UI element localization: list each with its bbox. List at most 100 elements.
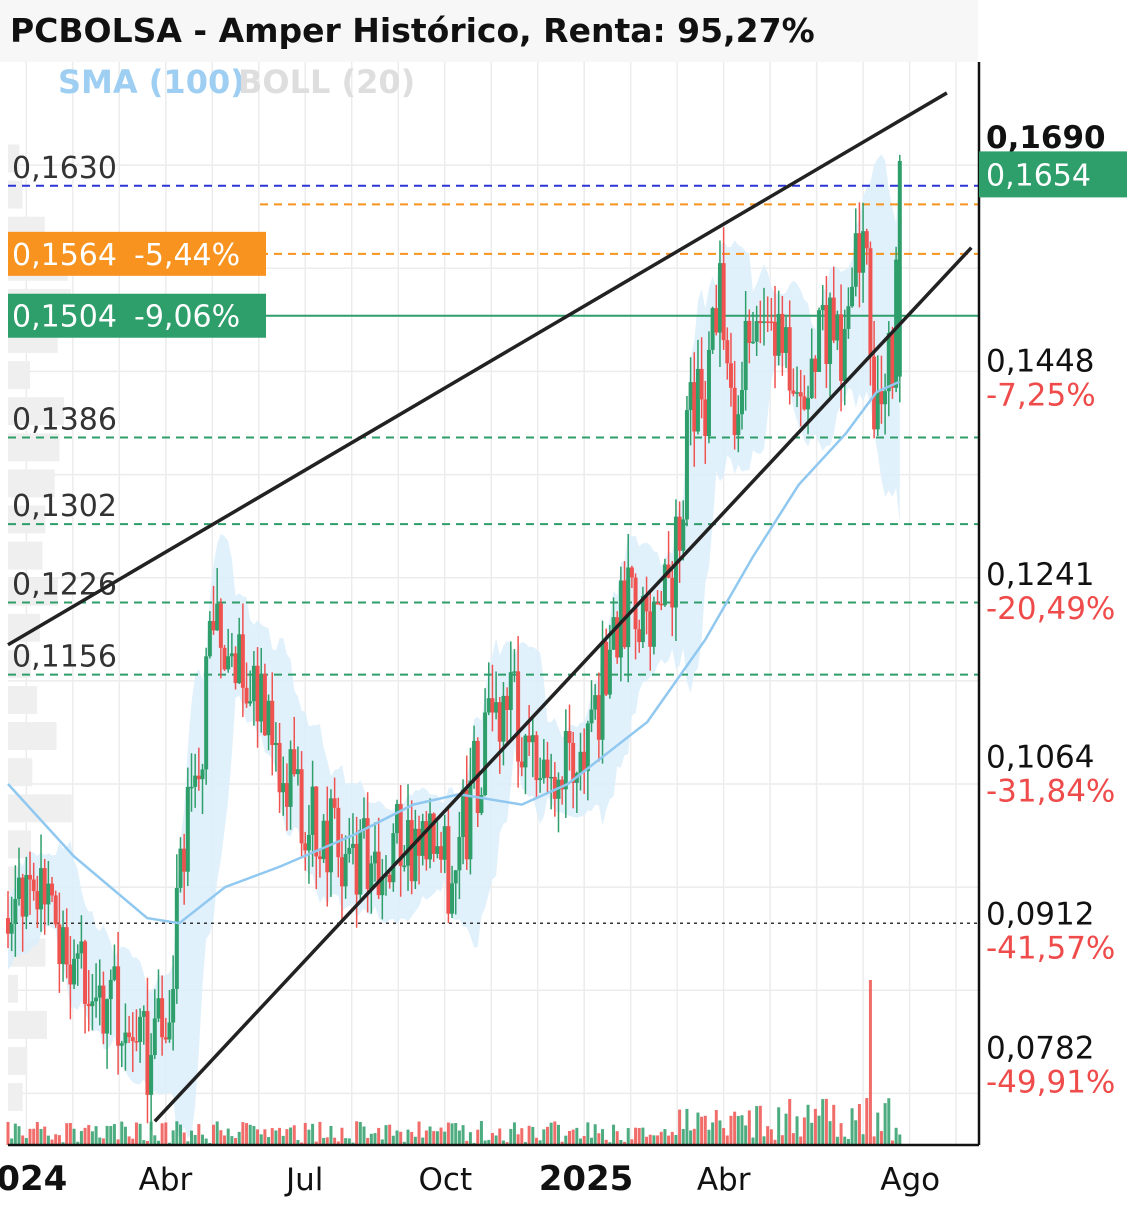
volume-bar	[72, 1128, 76, 1145]
volume-bar	[145, 1140, 149, 1145]
candle-body	[189, 786, 194, 789]
volume-bar	[810, 1122, 814, 1145]
volume-bar	[432, 1131, 436, 1145]
candle-body	[409, 820, 414, 882]
volume-bar	[590, 1137, 594, 1145]
candle-body	[387, 874, 392, 883]
candle-body	[417, 828, 422, 856]
candle-body	[549, 776, 554, 779]
candle-body	[42, 868, 47, 905]
candles	[6, 154, 902, 1131]
volume-bar	[248, 1124, 252, 1145]
candle-body	[464, 789, 469, 860]
volume-bar	[105, 1125, 109, 1145]
candle-body	[472, 740, 477, 781]
candle-body	[17, 877, 22, 899]
right-level-value: 0,1241	[986, 557, 1094, 593]
volume-bar	[703, 1115, 707, 1145]
candle-body	[739, 390, 744, 415]
candle-body	[659, 603, 664, 606]
candle-body	[171, 988, 176, 1023]
candle-body	[538, 778, 543, 781]
volume-bar	[391, 1135, 395, 1145]
candle-body	[721, 263, 726, 341]
candle-body	[831, 297, 836, 341]
x-tick-label: 2025	[539, 1159, 634, 1199]
candle-body	[582, 751, 587, 772]
volume-bar	[465, 1140, 469, 1145]
volume-bar	[259, 1134, 263, 1145]
candle-body	[218, 603, 223, 648]
candle-body	[527, 735, 532, 743]
volume-bar	[490, 1132, 494, 1145]
candle-body	[123, 1032, 128, 1044]
candle-body	[461, 789, 466, 837]
volume-bar	[846, 1138, 850, 1145]
volume-bar	[512, 1122, 516, 1145]
volume-bar	[854, 1120, 858, 1145]
volume-bar	[120, 1121, 124, 1145]
candle-body	[567, 731, 572, 743]
volume-bar	[223, 1135, 227, 1145]
last-price-label: 0,1654	[986, 158, 1091, 193]
candle-body	[706, 349, 711, 436]
candle-body	[784, 327, 789, 353]
volume-bar	[725, 1135, 729, 1145]
volume-bar	[593, 1124, 597, 1145]
volume-profile-bar	[8, 144, 20, 173]
right-level-value: 0,1064	[986, 740, 1094, 776]
x-tick-label: Abr	[697, 1162, 751, 1198]
volume-bar	[32, 1128, 36, 1145]
volume-bar	[733, 1111, 737, 1145]
volume-bar	[780, 1135, 784, 1145]
volume-bar	[608, 1142, 612, 1145]
candle-body	[633, 577, 638, 630]
candle-body	[710, 308, 715, 350]
volume-profile-bar	[8, 361, 31, 390]
candle-body	[552, 776, 557, 799]
candle-body	[817, 310, 822, 373]
candle-body	[593, 695, 598, 710]
candle-body	[442, 826, 447, 860]
candle-body	[420, 821, 425, 856]
volume-bar	[318, 1121, 322, 1145]
candle-body	[248, 701, 253, 704]
candle-body	[35, 891, 40, 910]
volume-bar	[652, 1135, 656, 1145]
candle-body	[835, 314, 840, 341]
volume-bar	[667, 1135, 671, 1145]
volume-bar	[553, 1121, 557, 1145]
candle-body	[695, 368, 700, 432]
candle-body	[20, 877, 25, 917]
candle-body	[604, 641, 609, 695]
volume-bar	[795, 1116, 799, 1145]
right-level-value: 0,0912	[986, 896, 1094, 932]
x-tick-label: Abr	[139, 1162, 193, 1198]
volume-bar	[597, 1133, 601, 1145]
volume-bar	[678, 1109, 682, 1145]
volume-bar	[61, 1142, 65, 1145]
volume-bar	[329, 1125, 333, 1145]
volume-bar	[722, 1128, 726, 1145]
candle-body	[446, 826, 451, 914]
candle-body	[879, 390, 884, 405]
candle-body	[24, 874, 29, 917]
volume-bar	[601, 1129, 605, 1145]
candle-body	[501, 695, 506, 742]
volume-bar	[399, 1131, 403, 1145]
volume-bar	[57, 1135, 61, 1145]
candle-body	[670, 577, 675, 608]
candle-body	[585, 723, 590, 772]
volume-bar	[659, 1131, 663, 1145]
volume-bar	[483, 1140, 487, 1145]
candle-body	[717, 263, 722, 333]
badge-box	[8, 293, 266, 338]
candle-body	[894, 259, 899, 388]
volume-bar	[270, 1128, 274, 1145]
volume-bar	[292, 1125, 296, 1145]
candle-body	[453, 870, 458, 884]
candle-body	[578, 751, 583, 774]
volume-bar	[645, 1136, 649, 1145]
candle-body	[138, 1016, 143, 1043]
